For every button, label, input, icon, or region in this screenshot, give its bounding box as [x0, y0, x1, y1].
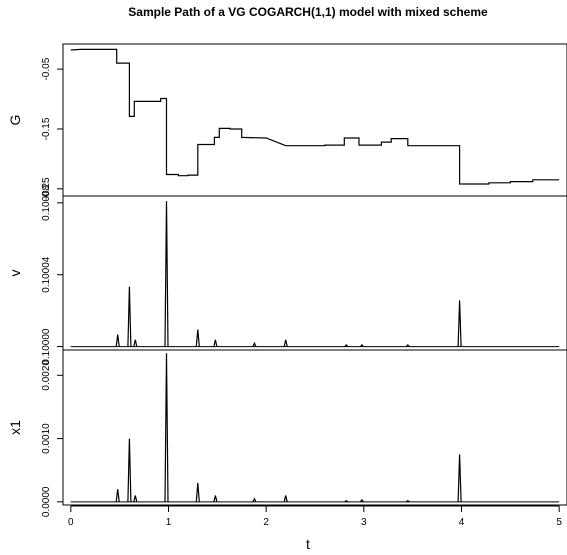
series-spike	[195, 482, 200, 502]
y-tick-label: -0.25	[41, 177, 52, 200]
panel-2: 0.10000 0.10004 0.10008 v	[7, 184, 567, 365]
series-spike	[127, 286, 132, 347]
series-spike	[115, 334, 120, 347]
y-tick-label: 0.0010	[41, 423, 52, 454]
series-spike	[252, 497, 257, 503]
panels-group: -0.05-0.15-0.25G0.100000.100040.10008v0.…	[7, 43, 567, 517]
y-tick-label: 0.10000	[41, 328, 52, 365]
series-spike	[344, 343, 349, 347]
y-axis-label: G	[7, 115, 23, 126]
y-axis-label: x1	[7, 420, 23, 435]
series-line-G	[70, 48, 560, 185]
y-tick-label: -0.05	[41, 57, 52, 80]
x-tick-label: 5	[556, 517, 562, 528]
series-spike	[213, 495, 218, 502]
chart-title: Sample Path of a VG COGARCH(1,1) model w…	[128, 5, 488, 19]
series-spike	[359, 498, 364, 503]
series-spike	[133, 339, 138, 347]
series-spike	[457, 454, 462, 502]
series-spike	[457, 300, 462, 347]
x-tick-label: 0	[68, 517, 74, 528]
panel-3: 0.0000 0.0010 0.0020 x1	[7, 349, 567, 517]
series-spike	[127, 438, 132, 502]
x-tick-label: 2	[263, 517, 269, 528]
x-tick-label: 4	[459, 517, 465, 528]
series-spike	[283, 339, 288, 347]
y-axis-label: v	[7, 270, 23, 277]
x-tick-label: 3	[361, 517, 367, 528]
panel-frame	[62, 349, 567, 506]
series-spike	[164, 353, 169, 502]
y-tick-label: 0.0020	[41, 360, 52, 391]
series-spike	[252, 341, 257, 347]
series-spike	[115, 489, 120, 502]
series-spike	[213, 339, 218, 347]
series-spike	[133, 495, 138, 502]
series-spike	[405, 499, 410, 503]
y-tick-label: -0.15	[41, 117, 52, 140]
x-axis-label: t	[306, 536, 310, 552]
x-tick-label: 1	[166, 517, 172, 528]
series-spike	[283, 495, 288, 502]
x-axis: 0 1 2 3 4 5	[68, 505, 562, 528]
series-spike	[195, 329, 200, 347]
series-spike	[344, 499, 349, 503]
y-tick-label: 0.10008	[41, 184, 52, 221]
series-spike	[359, 343, 364, 347]
y-tick-label: 0.0000	[41, 486, 52, 517]
series-spike	[164, 201, 169, 347]
y-tick-label: 0.10004	[41, 256, 52, 293]
series-spike	[405, 343, 410, 347]
